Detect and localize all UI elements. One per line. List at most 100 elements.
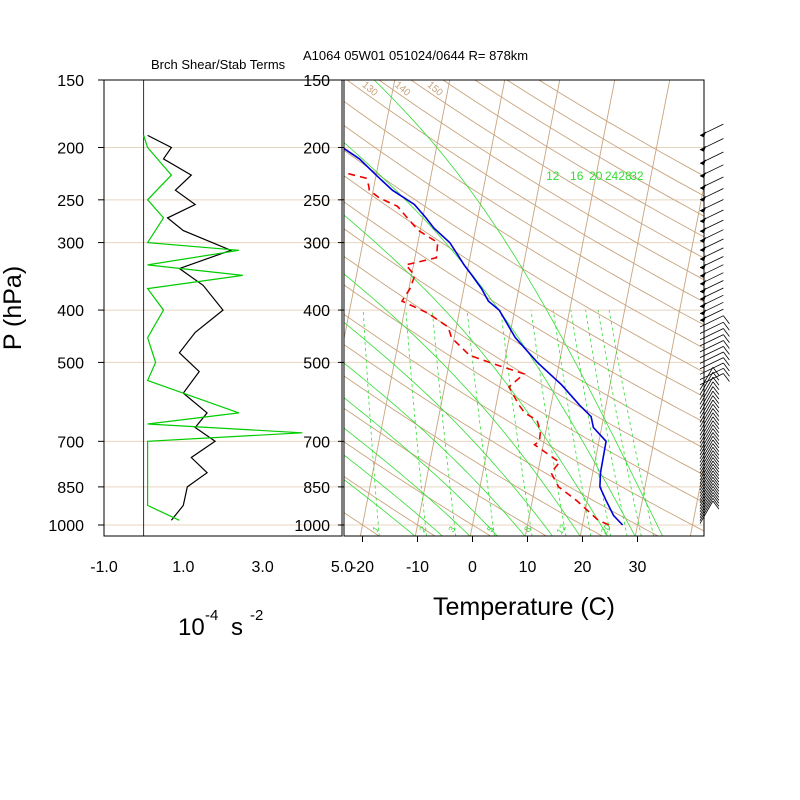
x-tick-label: 3.0	[252, 559, 274, 576]
barb-staff	[699, 486, 714, 510]
dry-adiabat-line	[0, 64, 324, 537]
y-tick-label: 150	[57, 73, 84, 90]
dry-adiabat-line	[474, 80, 704, 217]
barb-staff	[699, 315, 724, 328]
barb-staff	[699, 395, 714, 419]
dry-adiabat-line	[506, 80, 704, 197]
mixing-ratio-line	[530, 310, 567, 536]
dry-adiabat-line	[344, 201, 704, 423]
barb-feather	[723, 340, 730, 349]
dry-adiabat-line	[344, 124, 704, 349]
y-tick-label: 400	[57, 303, 84, 320]
isotherm-line	[195, 64, 288, 537]
skew-t-frame	[343, 79, 705, 537]
barb-flag	[700, 145, 706, 152]
barb-staff	[699, 443, 714, 467]
barb-staff	[699, 399, 714, 423]
barb-feather	[712, 446, 720, 456]
barb-flag	[700, 159, 706, 166]
barb-feather	[723, 362, 730, 372]
y-tick-label: 500	[57, 355, 84, 372]
mixing-ratio-label-top: 24	[605, 169, 619, 183]
moist-adiabat-line	[344, 214, 609, 536]
barb-staff	[699, 447, 714, 470]
barb-flag	[700, 172, 706, 179]
barb-feather	[712, 428, 720, 437]
unit-base: 10	[178, 614, 205, 641]
unit-seconds: s	[231, 614, 243, 641]
dry-adiabat-line	[344, 100, 704, 326]
barb-staff	[699, 457, 714, 481]
mixing-ratio-label-top: 12	[546, 169, 560, 183]
mixing-ratio-label-bottom: 3	[446, 524, 457, 534]
barb-feather	[712, 439, 720, 449]
barb-flag	[700, 195, 706, 202]
barb-feather	[723, 373, 730, 382]
mixing-ratio-label-bottom: 20	[599, 522, 613, 536]
barb-feather	[712, 473, 720, 483]
barb-feather	[712, 395, 720, 404]
y-tick-label: 200	[303, 140, 330, 157]
y-tick-label: 300	[303, 236, 330, 253]
shear-panel-title: Brch Shear/Stab Terms	[151, 57, 286, 72]
barb-staff	[699, 498, 714, 521]
barb-flag	[700, 295, 706, 302]
barb-feather	[712, 399, 720, 409]
moist-adiabat-line	[344, 362, 526, 536]
barb-staff	[699, 372, 714, 395]
y-tick-label: 700	[57, 434, 84, 451]
y-tick-label: 1000	[294, 518, 330, 535]
barb-feather	[712, 467, 720, 476]
unit-label: 10 -4 s -2	[178, 607, 263, 641]
series-line-temperature	[344, 147, 624, 526]
x-tick-label: 1.0	[172, 559, 194, 576]
dry-adiabat-line	[344, 149, 704, 373]
barb-staff	[699, 321, 724, 334]
y-tick-label: 150	[303, 73, 330, 90]
dry-adiabat-line	[410, 80, 704, 259]
mixing-ratio-label-top: 16	[570, 169, 584, 183]
y-tick-label: 850	[303, 480, 330, 497]
barb-feather	[723, 346, 730, 355]
wind-barbs	[699, 123, 730, 524]
barb-flag	[700, 316, 706, 323]
left-series-group	[143, 134, 303, 521]
barb-feather	[712, 486, 720, 495]
barb-feather	[712, 416, 720, 426]
barb-staff	[699, 428, 714, 452]
moist-adiabat-line	[344, 427, 471, 536]
barb-flag	[700, 309, 706, 316]
skew-t-grid	[0, 64, 704, 537]
dry-adiabat-line	[344, 441, 492, 536]
left-y-tick-labels: 150 200 250 300 400 500 700 850 1000	[48, 73, 104, 535]
barb-staff	[699, 495, 714, 519]
barb-feather	[723, 368, 730, 377]
barb-flag	[700, 263, 706, 270]
barb-flag	[700, 184, 706, 191]
x-tick-label: 30	[629, 559, 647, 576]
isotherm-line	[634, 183, 704, 536]
mixing-ratio-line	[500, 310, 533, 536]
barb-feather	[712, 443, 720, 452]
mixing-ratio-line	[585, 310, 628, 536]
barb-staff	[699, 492, 714, 516]
temperature-tick-labels: -20 -10 0 10 20 30	[351, 536, 647, 576]
barb-staff	[699, 408, 714, 432]
barb-feather	[712, 381, 720, 391]
barb-staff	[699, 334, 724, 347]
y-tick-label: 400	[303, 303, 330, 320]
left-plot-frame	[103, 79, 343, 537]
y-tick-label: 700	[303, 434, 330, 451]
barb-staff	[699, 464, 714, 488]
mixing-ratio-line	[405, 310, 427, 536]
barb-staff	[699, 454, 714, 477]
barb-staff	[699, 412, 714, 436]
unit-base-exponent: -4	[205, 607, 218, 624]
mixing-ratio-label-bottom: 5	[485, 524, 496, 534]
barb-flag	[700, 302, 706, 309]
dry-adiabat-line	[346, 80, 704, 303]
barb-feather	[712, 435, 720, 445]
barb-staff	[699, 473, 714, 497]
moist-adiabat-line	[344, 454, 443, 536]
barb-flag	[700, 131, 706, 138]
